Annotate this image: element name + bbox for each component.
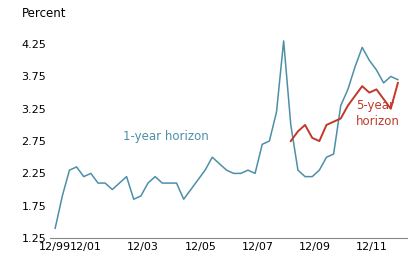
Text: Percent: Percent	[22, 7, 66, 20]
Text: 1-year horizon: 1-year horizon	[123, 130, 209, 143]
Text: 5-year
horizon: 5-year horizon	[356, 99, 400, 128]
